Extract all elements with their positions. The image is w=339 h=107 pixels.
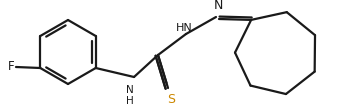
- Text: S: S: [167, 93, 175, 106]
- Text: N: N: [213, 0, 223, 12]
- Text: HN: HN: [176, 23, 193, 33]
- Text: F: F: [8, 60, 15, 74]
- Text: N
H: N H: [126, 85, 134, 106]
